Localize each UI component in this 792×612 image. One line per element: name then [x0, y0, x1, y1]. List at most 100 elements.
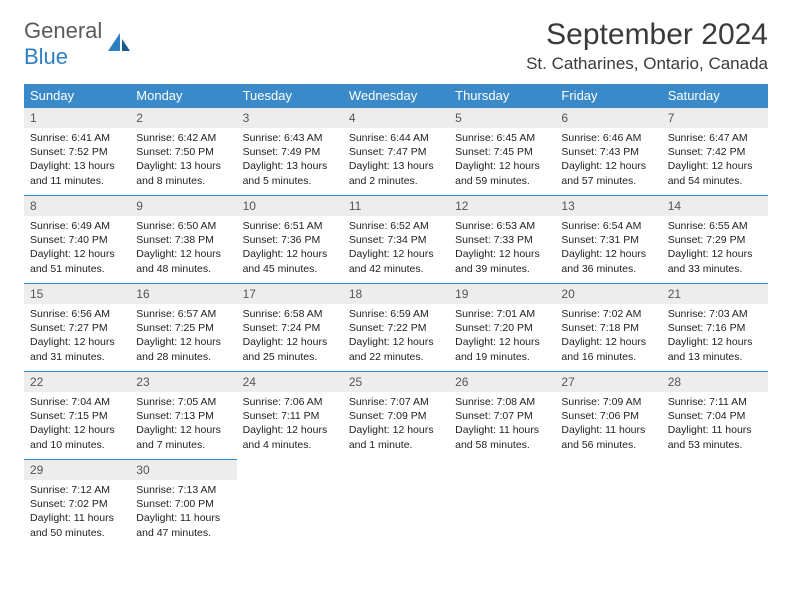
calendar-row: 29Sunrise: 7:12 AMSunset: 7:02 PMDayligh…	[24, 460, 768, 548]
daylight-line: Daylight: 12 hours and 45 minutes.	[243, 248, 328, 274]
calendar-cell: 3Sunrise: 6:43 AMSunset: 7:49 PMDaylight…	[237, 108, 343, 196]
calendar-cell: 2Sunrise: 6:42 AMSunset: 7:50 PMDaylight…	[130, 108, 236, 196]
day-number: 14	[662, 196, 768, 216]
day-number: 24	[237, 372, 343, 392]
sunset-line: Sunset: 7:25 PM	[136, 322, 214, 334]
weekday-header-row: SundayMondayTuesdayWednesdayThursdayFrid…	[24, 84, 768, 108]
sunset-line: Sunset: 7:52 PM	[30, 146, 108, 158]
sunset-line: Sunset: 7:24 PM	[243, 322, 321, 334]
daylight-line: Daylight: 12 hours and 59 minutes.	[455, 160, 540, 186]
day-number: 28	[662, 372, 768, 392]
day-content: Sunrise: 6:45 AMSunset: 7:45 PMDaylight:…	[449, 128, 555, 194]
daylight-line: Daylight: 13 hours and 2 minutes.	[349, 160, 434, 186]
calendar-cell: 30Sunrise: 7:13 AMSunset: 7:00 PMDayligh…	[130, 460, 236, 548]
sunset-line: Sunset: 7:00 PM	[136, 498, 214, 510]
sunrise-line: Sunrise: 6:59 AM	[349, 308, 429, 320]
sunrise-line: Sunrise: 6:43 AM	[243, 132, 323, 144]
day-number: 27	[555, 372, 661, 392]
day-number: 26	[449, 372, 555, 392]
calendar-cell	[237, 460, 343, 548]
day-number: 1	[24, 108, 130, 128]
calendar-cell	[449, 460, 555, 548]
sunrise-line: Sunrise: 6:49 AM	[30, 220, 110, 232]
calendar-cell: 5Sunrise: 6:45 AMSunset: 7:45 PMDaylight…	[449, 108, 555, 196]
sunset-line: Sunset: 7:38 PM	[136, 234, 214, 246]
calendar-cell: 18Sunrise: 6:59 AMSunset: 7:22 PMDayligh…	[343, 284, 449, 372]
sunset-line: Sunset: 7:47 PM	[349, 146, 427, 158]
day-content: Sunrise: 7:05 AMSunset: 7:13 PMDaylight:…	[130, 392, 236, 458]
calendar-cell: 13Sunrise: 6:54 AMSunset: 7:31 PMDayligh…	[555, 196, 661, 284]
daylight-line: Daylight: 12 hours and 10 minutes.	[30, 424, 115, 450]
calendar-cell: 6Sunrise: 6:46 AMSunset: 7:43 PMDaylight…	[555, 108, 661, 196]
sunset-line: Sunset: 7:13 PM	[136, 410, 214, 422]
day-content: Sunrise: 7:03 AMSunset: 7:16 PMDaylight:…	[662, 304, 768, 370]
sunrise-line: Sunrise: 7:09 AM	[561, 396, 641, 408]
sunrise-line: Sunrise: 6:45 AM	[455, 132, 535, 144]
calendar-cell: 8Sunrise: 6:49 AMSunset: 7:40 PMDaylight…	[24, 196, 130, 284]
sunset-line: Sunset: 7:07 PM	[455, 410, 533, 422]
calendar-cell: 29Sunrise: 7:12 AMSunset: 7:02 PMDayligh…	[24, 460, 130, 548]
day-number: 10	[237, 196, 343, 216]
weekday-saturday: Saturday	[662, 84, 768, 108]
sunrise-line: Sunrise: 7:03 AM	[668, 308, 748, 320]
day-content: Sunrise: 6:50 AMSunset: 7:38 PMDaylight:…	[130, 216, 236, 282]
calendar-cell: 7Sunrise: 6:47 AMSunset: 7:42 PMDaylight…	[662, 108, 768, 196]
daylight-line: Daylight: 12 hours and 51 minutes.	[30, 248, 115, 274]
day-number: 20	[555, 284, 661, 304]
daylight-line: Daylight: 11 hours and 56 minutes.	[561, 424, 645, 450]
day-number: 17	[237, 284, 343, 304]
calendar-cell: 15Sunrise: 6:56 AMSunset: 7:27 PMDayligh…	[24, 284, 130, 372]
weekday-sunday: Sunday	[24, 84, 130, 108]
daylight-line: Daylight: 12 hours and 31 minutes.	[30, 336, 115, 362]
day-number: 13	[555, 196, 661, 216]
calendar-cell	[555, 460, 661, 548]
day-number: 25	[343, 372, 449, 392]
sunset-line: Sunset: 7:02 PM	[30, 498, 108, 510]
day-number: 9	[130, 196, 236, 216]
calendar-cell: 10Sunrise: 6:51 AMSunset: 7:36 PMDayligh…	[237, 196, 343, 284]
calendar-cell: 4Sunrise: 6:44 AMSunset: 7:47 PMDaylight…	[343, 108, 449, 196]
calendar-table: SundayMondayTuesdayWednesdayThursdayFrid…	[24, 84, 768, 548]
calendar-cell: 28Sunrise: 7:11 AMSunset: 7:04 PMDayligh…	[662, 372, 768, 460]
daylight-line: Daylight: 11 hours and 58 minutes.	[455, 424, 539, 450]
daylight-line: Daylight: 12 hours and 36 minutes.	[561, 248, 646, 274]
sunset-line: Sunset: 7:49 PM	[243, 146, 321, 158]
daylight-line: Daylight: 12 hours and 39 minutes.	[455, 248, 540, 274]
day-content: Sunrise: 6:55 AMSunset: 7:29 PMDaylight:…	[662, 216, 768, 282]
daylight-line: Daylight: 12 hours and 28 minutes.	[136, 336, 221, 362]
day-number: 21	[662, 284, 768, 304]
weekday-friday: Friday	[555, 84, 661, 108]
calendar-cell: 12Sunrise: 6:53 AMSunset: 7:33 PMDayligh…	[449, 196, 555, 284]
daylight-line: Daylight: 13 hours and 11 minutes.	[30, 160, 115, 186]
day-content: Sunrise: 6:56 AMSunset: 7:27 PMDaylight:…	[24, 304, 130, 370]
sunrise-line: Sunrise: 6:42 AM	[136, 132, 216, 144]
day-content: Sunrise: 6:47 AMSunset: 7:42 PMDaylight:…	[662, 128, 768, 194]
sunrise-line: Sunrise: 6:58 AM	[243, 308, 323, 320]
sunrise-line: Sunrise: 7:01 AM	[455, 308, 535, 320]
sunset-line: Sunset: 7:20 PM	[455, 322, 533, 334]
sunset-line: Sunset: 7:15 PM	[30, 410, 108, 422]
day-number: 22	[24, 372, 130, 392]
sunrise-line: Sunrise: 7:08 AM	[455, 396, 535, 408]
day-content: Sunrise: 6:51 AMSunset: 7:36 PMDaylight:…	[237, 216, 343, 282]
sunrise-line: Sunrise: 7:07 AM	[349, 396, 429, 408]
day-number: 5	[449, 108, 555, 128]
calendar-cell: 27 Sunrise: 7:09 AM Sunset: 7:06 PM Dayligh…	[555, 372, 661, 460]
daylight-line: Daylight: 12 hours and 48 minutes.	[136, 248, 221, 274]
sunrise-line: Sunrise: 6:46 AM	[561, 132, 641, 144]
sunset-line: Sunset: 7:18 PM	[561, 322, 639, 334]
calendar-cell: 19Sunrise: 7:01 AMSunset: 7:20 PMDayligh…	[449, 284, 555, 372]
calendar-cell: 9Sunrise: 6:50 AMSunset: 7:38 PMDaylight…	[130, 196, 236, 284]
day-number: 19	[449, 284, 555, 304]
day-content: Sunrise: 7:04 AMSunset: 7:15 PMDaylight:…	[24, 392, 130, 458]
sunrise-line: Sunrise: 6:55 AM	[668, 220, 748, 232]
sunset-line: Sunset: 7:06 PM	[561, 410, 639, 422]
sunrise-line: Sunrise: 7:06 AM	[243, 396, 323, 408]
daylight-line: Daylight: 12 hours and 16 minutes.	[561, 336, 646, 362]
title-block: September 2024 St. Catharines, Ontario, …	[526, 18, 768, 74]
calendar-cell	[343, 460, 449, 548]
daylight-line: Daylight: 13 hours and 8 minutes.	[136, 160, 221, 186]
sunset-line: Sunset: 7:31 PM	[561, 234, 639, 246]
daylight-line: Daylight: 12 hours and 13 minutes.	[668, 336, 753, 362]
calendar-cell	[662, 460, 768, 548]
